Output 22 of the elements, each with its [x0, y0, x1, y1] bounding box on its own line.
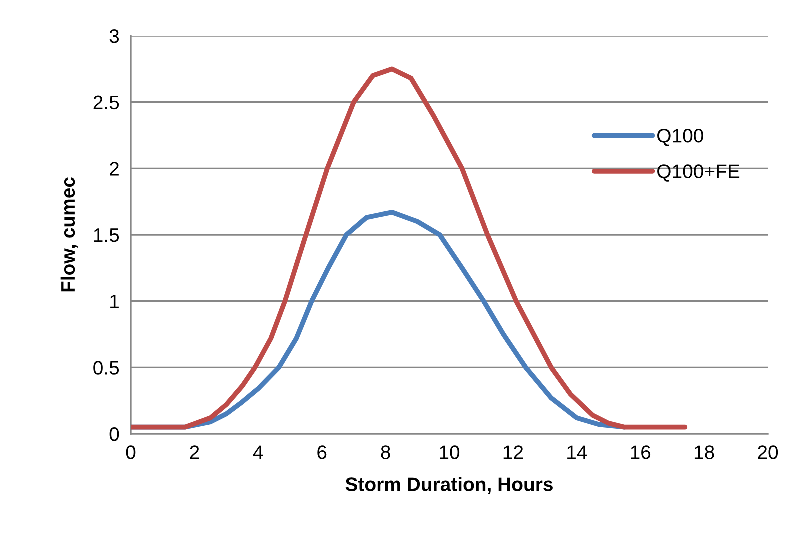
y-tick-label: 0.5: [94, 361, 120, 375]
x-tick-label: 6: [318, 446, 327, 460]
x-tick-label: 0: [126, 446, 136, 460]
x-tick-label: 18: [694, 446, 714, 460]
x-tick-label: 20: [758, 446, 778, 460]
y-tick-label: 1: [110, 295, 119, 308]
x-tick-label: 12: [504, 446, 524, 460]
legend-label: Q100+FE: [658, 164, 740, 182]
x-tick-label: 16: [631, 446, 651, 460]
x-tick-label: 2: [190, 446, 200, 460]
x-tick-label: 14: [568, 446, 588, 460]
x-axis-title: Storm Duration, Hours: [346, 477, 553, 494]
y-tick-label: 3: [110, 29, 120, 44]
y-tick-label: 2: [110, 162, 119, 176]
y-tick-label: 0: [110, 427, 120, 442]
x-tick-label: 4: [253, 446, 264, 460]
x-tick-label: 8: [381, 446, 390, 460]
x-tick-label: 10: [440, 446, 460, 460]
legend-label: Q100: [658, 129, 704, 146]
y-axis-title: Flow, cumec: [60, 178, 78, 292]
y-tick-label: 2.5: [94, 96, 120, 110]
y-tick-label: 1.5: [94, 228, 120, 242]
